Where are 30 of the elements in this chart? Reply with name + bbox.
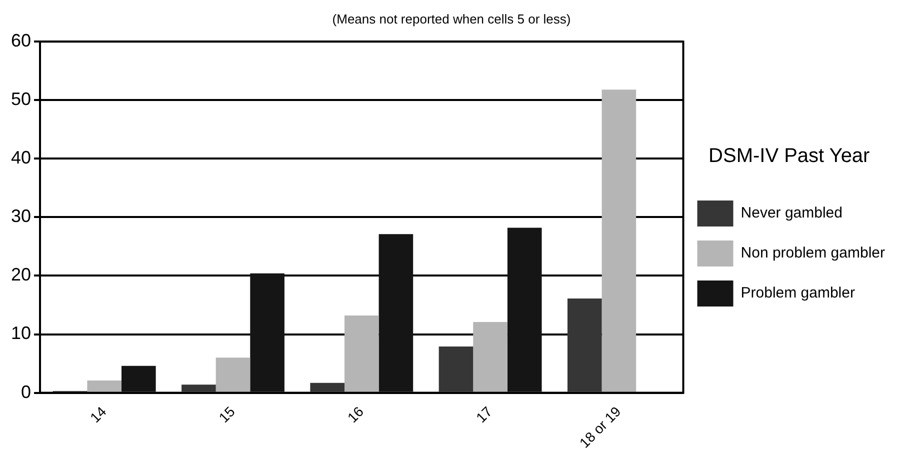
bar xyxy=(378,234,414,392)
bar xyxy=(87,380,122,392)
y-tick-label: 0 xyxy=(21,382,32,402)
y-tick-label: 60 xyxy=(10,30,32,51)
x-tick-label: 17 xyxy=(472,403,496,426)
bar xyxy=(438,346,474,392)
x-tick-label: 18 or 19 xyxy=(576,403,624,451)
legend-label: Problem gambler xyxy=(740,284,855,302)
y-tick-label: 10 xyxy=(10,323,32,344)
legend-label: Never gambled xyxy=(740,204,842,222)
bar xyxy=(250,273,284,392)
chart-subtitle: (Means not reported when cells 5 or less) xyxy=(332,11,571,26)
y-tick-label: 20 xyxy=(10,264,32,285)
legend-label: Non problem gambler xyxy=(740,244,886,262)
bar xyxy=(567,298,602,392)
y-tick-label: 30 xyxy=(10,206,32,226)
bar xyxy=(122,366,156,392)
bar xyxy=(344,316,379,392)
bar xyxy=(473,322,508,392)
bar xyxy=(182,384,216,392)
x-tick-label: 14 xyxy=(86,403,110,426)
legend-title: DSM-IV Past Year xyxy=(708,145,870,168)
bar xyxy=(216,358,250,392)
y-tick-label: 50 xyxy=(10,89,32,110)
x-tick-label: 15 xyxy=(216,403,238,426)
bar xyxy=(507,228,542,392)
bar xyxy=(602,90,636,392)
y-tick-label: 40 xyxy=(10,148,32,168)
bar xyxy=(310,382,344,392)
x-tick-label: 16 xyxy=(344,403,367,426)
